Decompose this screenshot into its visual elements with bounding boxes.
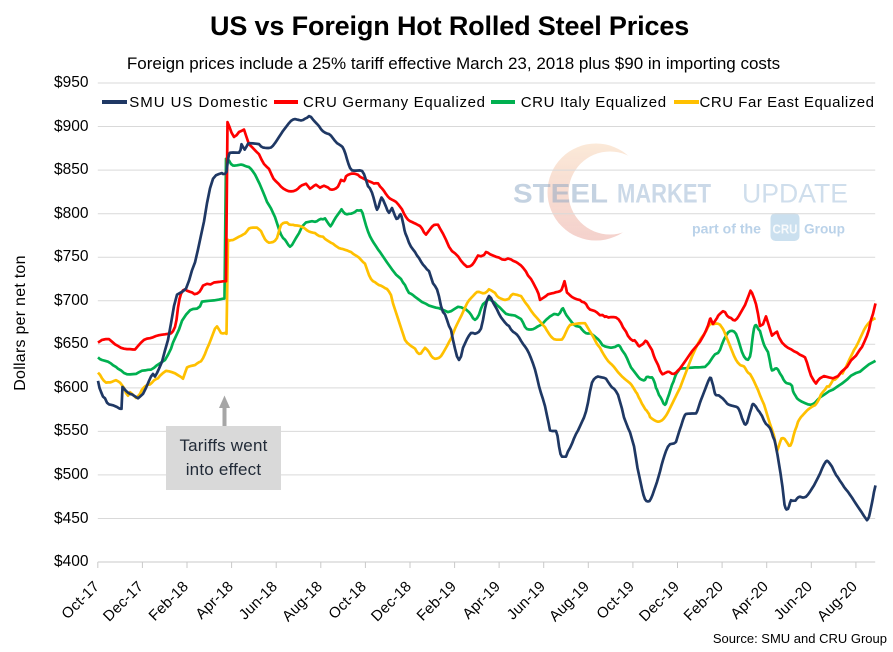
svg-text:part of the: part of the [692,221,761,237]
svg-text:MARKET: MARKET [617,179,711,209]
svg-text:Group: Group [804,221,845,237]
svg-text:UPDATE: UPDATE [742,179,848,209]
svg-text:CRU: CRU [773,222,798,237]
svg-text:STEEL: STEEL [513,179,608,209]
